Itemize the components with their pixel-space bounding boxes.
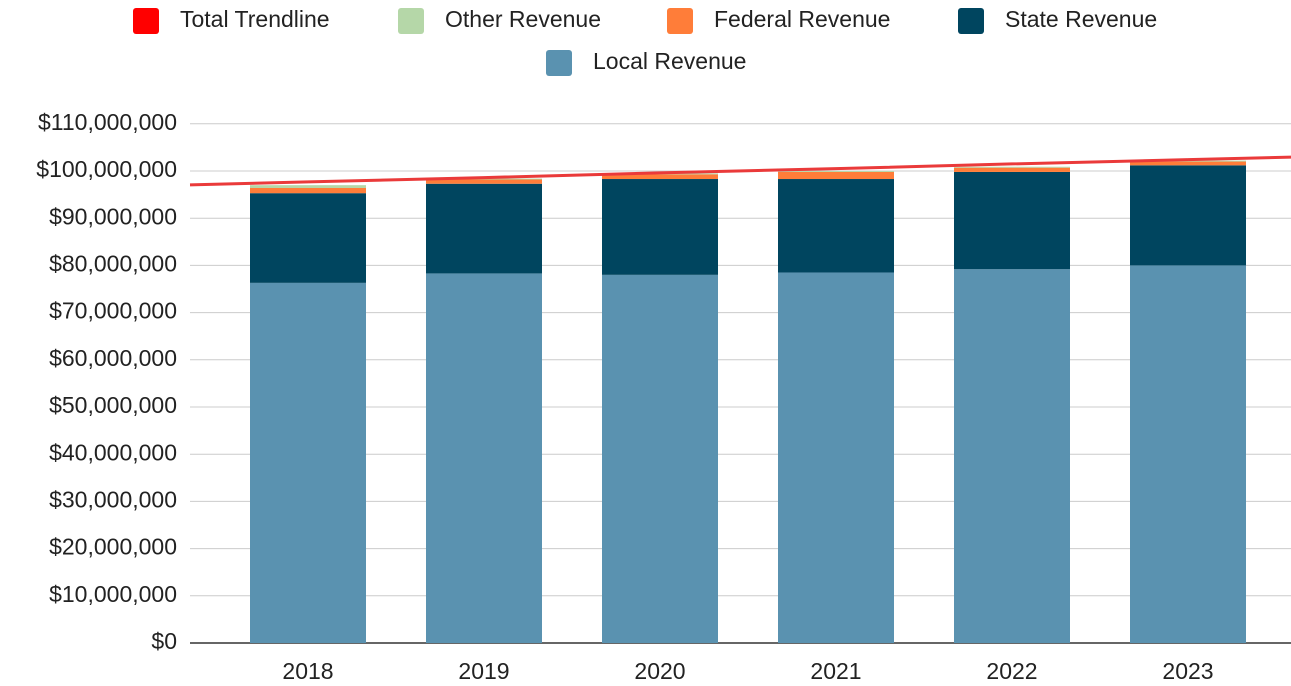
bar-segment xyxy=(954,166,1070,168)
bar-segment xyxy=(954,171,1070,270)
bar-segment xyxy=(426,179,542,184)
x-tick-label: 2020 xyxy=(634,658,685,684)
y-tick-label: $80,000,000 xyxy=(49,250,177,276)
bar-segment xyxy=(778,171,894,180)
bar-segment xyxy=(426,273,542,643)
y-tick-label: $10,000,000 xyxy=(49,581,177,607)
trendline-extension xyxy=(1187,155,1291,162)
legend-swatch xyxy=(398,8,424,34)
legend-swatch xyxy=(958,8,984,34)
trendline-extension xyxy=(189,180,309,187)
legend-label: Federal Revenue xyxy=(714,6,890,32)
y-tick-label: $90,000,000 xyxy=(49,203,177,229)
y-tick-label: $70,000,000 xyxy=(49,298,177,324)
y-tick-label: $60,000,000 xyxy=(49,345,177,371)
legend-swatch xyxy=(667,8,693,34)
bar-segment xyxy=(954,167,1070,172)
bar-segment xyxy=(250,193,366,283)
x-tick-label: 2018 xyxy=(282,658,333,684)
bar-segment xyxy=(250,282,366,643)
y-tick-label: $100,000,000 xyxy=(36,156,177,182)
bar-segment xyxy=(250,185,366,188)
y-tick-label: $50,000,000 xyxy=(49,392,177,418)
x-tick-label: 2023 xyxy=(1162,658,1213,684)
bar-segment xyxy=(954,269,1070,643)
y-tick-label: $0 xyxy=(151,628,177,654)
legend-label: Total Trendline xyxy=(180,6,330,32)
y-tick-label: $110,000,000 xyxy=(38,109,177,135)
bar-segment xyxy=(1130,265,1246,643)
x-tick-label: 2022 xyxy=(986,658,1037,684)
legend-swatch xyxy=(546,50,572,76)
bar-segment xyxy=(250,187,366,194)
bar-segment xyxy=(1130,161,1246,166)
legend-swatch xyxy=(133,8,159,34)
bar-segment xyxy=(602,179,718,275)
trendline xyxy=(307,158,1189,184)
bar-segment xyxy=(602,274,718,643)
legend-label: State Revenue xyxy=(1005,6,1157,32)
bar-segment xyxy=(426,183,542,274)
y-tick-label: $20,000,000 xyxy=(49,534,177,560)
bar-segment xyxy=(778,171,894,172)
y-tick-label: $30,000,000 xyxy=(49,486,177,512)
legend-label: Local Revenue xyxy=(593,48,746,74)
bar-segment xyxy=(1130,165,1246,266)
bar-segment xyxy=(602,174,718,180)
legend-label: Other Revenue xyxy=(445,6,601,32)
y-tick-label: $40,000,000 xyxy=(49,439,177,465)
x-tick-label: 2021 xyxy=(810,658,861,684)
x-tick-label: 2019 xyxy=(458,658,509,684)
bar-segment xyxy=(778,272,894,643)
bar-segment xyxy=(778,179,894,273)
